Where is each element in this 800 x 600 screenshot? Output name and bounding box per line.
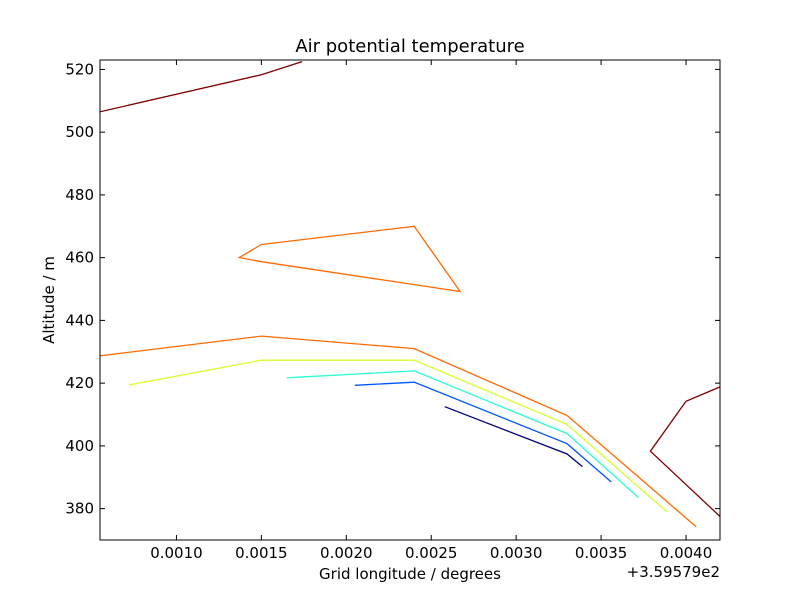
x-tick-label: 0.0040 [660,544,713,562]
contour-line-8 [649,386,720,517]
x-tick-label: 0.0035 [575,544,628,562]
contour-line-5 [286,370,639,499]
y-tick-label: 520 [65,60,94,78]
x-axis-offset-label: +3.59579e2 [627,563,720,581]
axis-ticks: 0.0010 0.0015 0.0020 0.0025 0.0030 0.0035 0.00… [65,60,720,562]
x-tick-label: 0.0025 [405,544,458,562]
y-tick-label: 460 [65,249,94,267]
y-tick-label: 400 [65,437,94,455]
y-tick-label: 380 [65,500,94,518]
y-tick-label: 480 [65,186,94,204]
contour-line-6 [354,381,612,483]
contour-line-4 [128,359,668,513]
x-tick-label: 0.0030 [490,544,543,562]
contour-line-3 [100,335,697,528]
y-tick-label: 420 [65,374,94,392]
contour-lines [100,60,720,528]
plot-area-frame [99,59,721,541]
y-tick-label: 440 [65,311,94,329]
x-tick-label: 0.0020 [320,544,373,562]
contour-line-7 [444,406,583,468]
x-axis-label: Grid longitude / degrees [319,565,501,583]
contour-line-1 [100,60,303,113]
y-tick-label: 500 [65,123,94,141]
chart-title: Air potential temperature [295,36,524,57]
contour-line-2 [237,225,462,293]
x-tick-label: 0.0010 [150,544,203,562]
y-axis-label: Altitude / m [40,256,58,344]
x-tick-label: 0.0015 [235,544,288,562]
